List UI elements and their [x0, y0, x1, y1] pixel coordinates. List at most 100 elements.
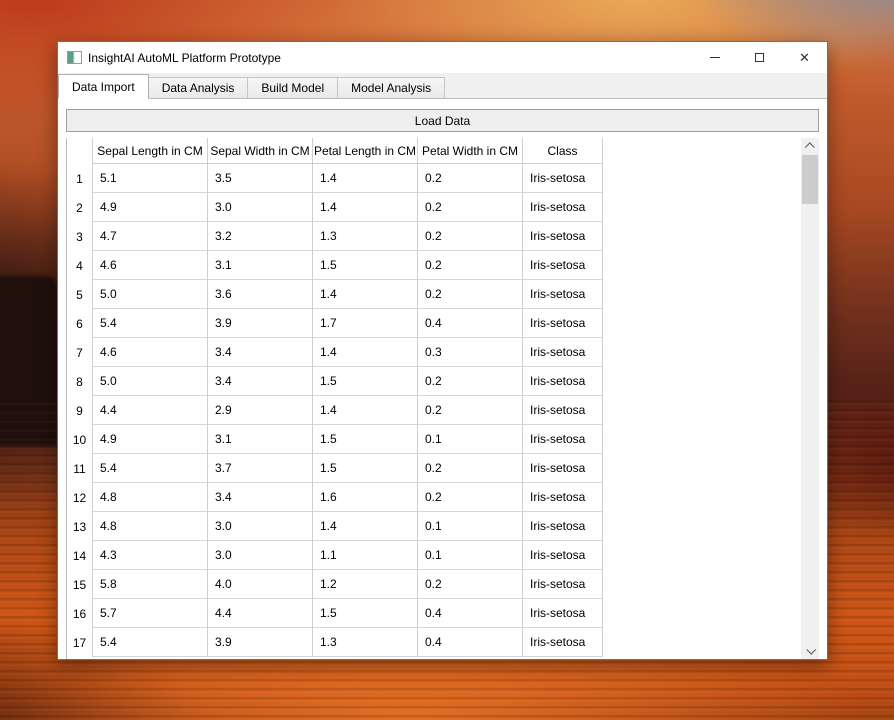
cell-sepal-width: 3.1 [208, 425, 313, 454]
cell-petal-length: 1.7 [313, 309, 418, 338]
cell-petal-length: 1.4 [313, 280, 418, 309]
table-row[interactable]: 12 4.8 3.4 1.6 0.2 Iris-setosa [67, 483, 603, 512]
row-number: 5 [67, 280, 93, 309]
cell-sepal-length: 5.4 [93, 454, 208, 483]
row-number: 8 [67, 367, 93, 396]
column-header-sepal-length[interactable]: Sepal Length in CM [93, 138, 208, 164]
row-number: 14 [67, 541, 93, 570]
cell-petal-length: 1.1 [313, 541, 418, 570]
cell-petal-width: 0.2 [418, 193, 523, 222]
table-row[interactable]: 9 4.4 2.9 1.4 0.2 Iris-setosa [67, 396, 603, 425]
table-row[interactable]: 4 4.6 3.1 1.5 0.2 Iris-setosa [67, 251, 603, 280]
cell-sepal-length: 4.8 [93, 512, 208, 541]
cell-petal-width: 0.4 [418, 628, 523, 657]
cell-sepal-width: 3.1 [208, 251, 313, 280]
minimize-button[interactable] [692, 42, 737, 73]
table-row[interactable]: 14 4.3 3.0 1.1 0.1 Iris-setosa [67, 541, 603, 570]
row-number: 2 [67, 193, 93, 222]
cell-sepal-width: 3.5 [208, 164, 313, 193]
table-row[interactable]: 6 5.4 3.9 1.7 0.4 Iris-setosa [67, 309, 603, 338]
cell-petal-length: 1.4 [313, 193, 418, 222]
cell-sepal-length: 4.4 [93, 396, 208, 425]
scroll-up-button[interactable] [801, 138, 819, 155]
column-header-class[interactable]: Class [523, 138, 603, 164]
cell-sepal-width: 3.0 [208, 193, 313, 222]
cell-sepal-width: 3.4 [208, 338, 313, 367]
table-row[interactable]: 15 5.8 4.0 1.2 0.2 Iris-setosa [67, 570, 603, 599]
cell-petal-length: 1.5 [313, 251, 418, 280]
cell-sepal-width: 3.9 [208, 309, 313, 338]
cell-sepal-length: 5.0 [93, 280, 208, 309]
row-number: 9 [67, 396, 93, 425]
cell-sepal-width: 3.0 [208, 512, 313, 541]
cell-class: Iris-setosa [523, 570, 603, 599]
cell-petal-length: 1.5 [313, 425, 418, 454]
cell-class: Iris-setosa [523, 164, 603, 193]
row-number-header [67, 138, 93, 164]
scroll-down-button[interactable] [801, 642, 819, 659]
cell-class: Iris-setosa [523, 280, 603, 309]
table-row[interactable]: 7 4.6 3.4 1.4 0.3 Iris-setosa [67, 338, 603, 367]
table-row[interactable]: 16 5.7 4.4 1.5 0.4 Iris-setosa [67, 599, 603, 628]
tab-model-analysis[interactable]: Model Analysis [337, 77, 446, 98]
cell-class: Iris-setosa [523, 425, 603, 454]
cell-sepal-width: 3.9 [208, 628, 313, 657]
table-row[interactable]: 2 4.9 3.0 1.4 0.2 Iris-setosa [67, 193, 603, 222]
maximize-button[interactable] [737, 42, 782, 73]
tab-build-model[interactable]: Build Model [247, 77, 339, 98]
column-header-petal-width[interactable]: Petal Width in CM [418, 138, 523, 164]
table-row[interactable]: 17 5.4 3.9 1.3 0.4 Iris-setosa [67, 628, 603, 657]
cell-sepal-length: 4.8 [93, 483, 208, 512]
cell-petal-length: 1.6 [313, 483, 418, 512]
title-bar[interactable]: InsightAI AutoML Platform Prototype ✕ [58, 42, 827, 73]
table-row[interactable]: 8 5.0 3.4 1.5 0.2 Iris-setosa [67, 367, 603, 396]
cell-class: Iris-setosa [523, 222, 603, 251]
table-row[interactable]: 3 4.7 3.2 1.3 0.2 Iris-setosa [67, 222, 603, 251]
row-number: 11 [67, 454, 93, 483]
scrollbar-thumb[interactable] [802, 155, 818, 204]
vertical-scrollbar[interactable] [801, 138, 819, 659]
cell-petal-length: 1.4 [313, 164, 418, 193]
row-number: 3 [67, 222, 93, 251]
cell-sepal-length: 4.7 [93, 222, 208, 251]
table-row[interactable]: 13 4.8 3.0 1.4 0.1 Iris-setosa [67, 512, 603, 541]
cell-class: Iris-setosa [523, 483, 603, 512]
cell-sepal-width: 3.2 [208, 222, 313, 251]
cell-petal-length: 1.5 [313, 367, 418, 396]
table-row[interactable]: 1 5.1 3.5 1.4 0.2 Iris-setosa [67, 164, 603, 193]
cell-sepal-width: 3.7 [208, 454, 313, 483]
cell-sepal-width: 2.9 [208, 396, 313, 425]
app-window: InsightAI AutoML Platform Prototype ✕ Da… [57, 41, 828, 660]
cell-petal-width: 0.1 [418, 512, 523, 541]
close-button[interactable]: ✕ [782, 42, 827, 73]
cell-class: Iris-setosa [523, 541, 603, 570]
cell-petal-length: 1.4 [313, 512, 418, 541]
cell-petal-width: 0.2 [418, 483, 523, 512]
load-data-button[interactable]: Load Data [66, 109, 819, 132]
cell-class: Iris-setosa [523, 599, 603, 628]
table-row[interactable]: 11 5.4 3.7 1.5 0.2 Iris-setosa [67, 454, 603, 483]
tab-data-import[interactable]: Data Import [58, 74, 149, 99]
table-empty-area [603, 138, 801, 659]
row-number: 12 [67, 483, 93, 512]
cell-class: Iris-setosa [523, 251, 603, 280]
cell-class: Iris-setosa [523, 628, 603, 657]
row-number: 10 [67, 425, 93, 454]
chevron-up-icon [804, 142, 815, 153]
column-header-sepal-width[interactable]: Sepal Width in CM [208, 138, 313, 164]
row-number: 1 [67, 164, 93, 193]
cell-class: Iris-setosa [523, 309, 603, 338]
table-row[interactable]: 10 4.9 3.1 1.5 0.1 Iris-setosa [67, 425, 603, 454]
cell-petal-width: 0.2 [418, 280, 523, 309]
table-row[interactable]: 5 5.0 3.6 1.4 0.2 Iris-setosa [67, 280, 603, 309]
cell-sepal-length: 4.9 [93, 425, 208, 454]
cell-sepal-length: 5.4 [93, 628, 208, 657]
cell-petal-length: 1.3 [313, 222, 418, 251]
row-number: 6 [67, 309, 93, 338]
cell-petal-width: 0.2 [418, 251, 523, 280]
cell-petal-length: 1.2 [313, 570, 418, 599]
cell-class: Iris-setosa [523, 193, 603, 222]
tab-data-analysis[interactable]: Data Analysis [147, 77, 249, 98]
column-header-petal-length[interactable]: Petal Length in CM [313, 138, 418, 164]
row-number: 7 [67, 338, 93, 367]
